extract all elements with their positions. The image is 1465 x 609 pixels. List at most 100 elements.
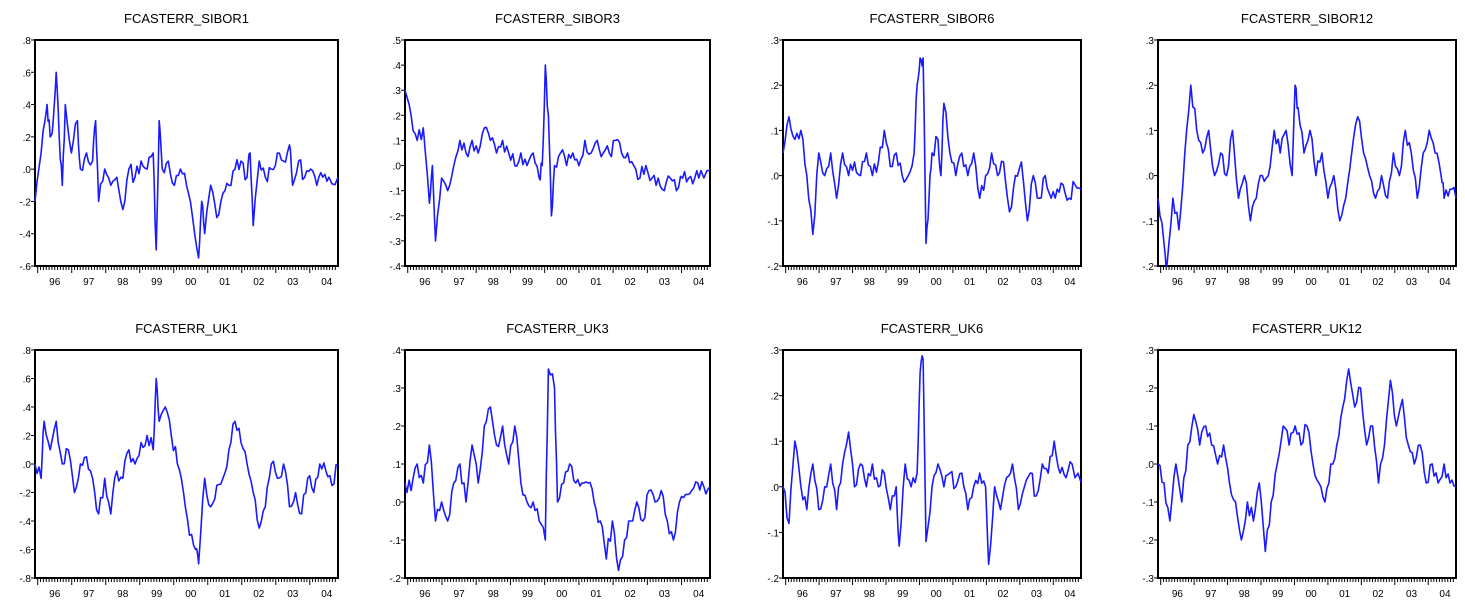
y-tick-label: -.1 <box>389 536 401 547</box>
y-tick-label: -.4 <box>19 517 31 528</box>
y-tick-label: .0 <box>393 498 402 509</box>
x-tick-label: 99 <box>1272 277 1284 288</box>
x-tick-label: 00 <box>931 277 943 288</box>
x-tick-label: 03 <box>1406 589 1418 600</box>
y-tick-label: -.2 <box>389 212 401 223</box>
y-tick-label: .2 <box>23 133 32 144</box>
y-tick-label: .2 <box>1146 81 1155 92</box>
x-tick-label: 96 <box>1172 589 1184 600</box>
y-tick-label: .2 <box>23 432 32 443</box>
y-tick-label: .1 <box>393 136 402 147</box>
x-tick-label: 04 <box>321 277 333 288</box>
y-tick-label: .3 <box>393 86 402 97</box>
x-tick-label: 00 <box>1306 589 1318 600</box>
chart-panel: FCASTERR_UK6 -.2 -.1 .0 .1 .2 .3 96 97 98 99 00 01 02… <box>767 321 1082 600</box>
y-tick-label: -.4 <box>19 230 31 241</box>
x-tick-label: 03 <box>659 277 671 288</box>
chart-panel: FCASTERR_UK1 -.8 -.6 -.4 -.2 .0 .2 .4 .6 .8 96 97 98… <box>19 321 339 600</box>
x-tick-label: 02 <box>1373 589 1385 600</box>
y-tick-label: .1 <box>1146 422 1155 433</box>
y-tick-label: .3 <box>771 346 780 357</box>
y-tick-label: .0 <box>23 460 32 471</box>
chart-panel: FCASTERR_SIBOR12 -.2 -.1 .0 .1 .2 .3 96 97 98 99 00… <box>1142 11 1457 288</box>
x-tick-label: 03 <box>287 277 299 288</box>
x-tick-label: 03 <box>1031 589 1043 600</box>
x-tick-label: 01 <box>590 589 602 600</box>
y-tick-label: -.1 <box>1142 217 1154 228</box>
y-tick-label: -.2 <box>767 574 779 585</box>
x-tick-label: 01 <box>590 277 602 288</box>
y-tick-label: .0 <box>393 162 402 173</box>
x-tick-label: 98 <box>117 589 129 600</box>
y-tick-label: -.1 <box>767 217 779 228</box>
x-tick-label: 02 <box>998 589 1010 600</box>
y-tick-label: .4 <box>393 346 402 357</box>
x-tick-label: 03 <box>287 589 299 600</box>
x-tick-label: 04 <box>693 277 705 288</box>
x-tick-label: 96 <box>419 589 431 600</box>
y-tick-label: -.6 <box>19 546 31 557</box>
y-tick-label: .8 <box>23 346 32 357</box>
x-tick-label: 01 <box>1339 277 1351 288</box>
x-tick-label: 02 <box>998 277 1010 288</box>
x-tick-label: 99 <box>1272 589 1284 600</box>
x-tick-label: 96 <box>49 277 61 288</box>
x-tick-label: 01 <box>1339 589 1351 600</box>
x-tick-label: 02 <box>253 589 265 600</box>
plot-frame <box>782 349 1082 579</box>
y-tick-label: .4 <box>23 403 32 414</box>
x-tick-label: 97 <box>83 589 95 600</box>
x-tick-label: 01 <box>219 589 231 600</box>
series-line <box>782 355 1082 566</box>
chart-title: FCASTERR_SIBOR3 <box>495 11 620 26</box>
y-tick-label: -.6 <box>19 262 31 273</box>
series-line <box>34 377 339 565</box>
x-tick-label: 00 <box>931 589 943 600</box>
y-tick-label: -.4 <box>389 262 401 273</box>
y-tick-label: -.1 <box>767 528 779 539</box>
x-tick-label: 02 <box>625 589 637 600</box>
x-tick-label: 03 <box>659 589 671 600</box>
series-line <box>1157 368 1457 553</box>
x-tick-label: 98 <box>1239 589 1251 600</box>
chart-title: FCASTERR_UK1 <box>135 321 238 336</box>
x-tick-label: 98 <box>117 277 129 288</box>
x-tick-label: 04 <box>1439 589 1451 600</box>
y-tick-label: .4 <box>23 101 32 112</box>
series-line <box>34 71 339 259</box>
x-tick-label: 99 <box>522 589 534 600</box>
x-tick-label: 98 <box>488 589 500 600</box>
chart-title: FCASTERR_UK6 <box>881 321 984 336</box>
x-tick-label: 99 <box>151 277 163 288</box>
x-tick-label: 96 <box>419 277 431 288</box>
y-tick-label: -.3 <box>1142 574 1154 585</box>
y-tick-label: -.2 <box>19 489 31 500</box>
x-tick-label: 04 <box>1064 277 1076 288</box>
chart-panel: FCASTERR_SIBOR1 -.6 -.4 -.2 .0 .2 .4 .6 .8 96 97 98… <box>19 11 339 288</box>
y-tick-label: -.3 <box>389 237 401 248</box>
y-tick-label: -.2 <box>19 197 31 208</box>
x-tick-label: 99 <box>151 589 163 600</box>
x-tick-label: 04 <box>1439 277 1451 288</box>
series-line <box>782 57 1082 245</box>
x-tick-label: 97 <box>1205 589 1217 600</box>
y-tick-label: .0 <box>771 172 780 183</box>
x-tick-label: 00 <box>185 277 197 288</box>
y-tick-label: .5 <box>393 36 402 47</box>
y-tick-label: -.2 <box>1142 536 1154 547</box>
plot-frame <box>34 349 339 579</box>
chart-panel: FCASTERR_UK3 -.2 -.1 .0 .1 .2 .3 .4 96 97 98 99 00 01… <box>389 321 711 600</box>
x-tick-label: 04 <box>321 589 333 600</box>
y-tick-label: -.2 <box>767 262 779 273</box>
series-line <box>404 368 711 572</box>
x-tick-label: 98 <box>1239 277 1251 288</box>
chart-title: FCASTERR_SIBOR1 <box>124 11 249 26</box>
y-tick-label: .4 <box>393 61 402 72</box>
y-tick-label: .3 <box>771 36 780 47</box>
plot-frame <box>1157 349 1457 579</box>
x-tick-label: 96 <box>1172 277 1184 288</box>
x-tick-label: 02 <box>625 277 637 288</box>
chart-title: FCASTERR_SIBOR6 <box>870 11 995 26</box>
x-tick-label: 04 <box>693 589 705 600</box>
